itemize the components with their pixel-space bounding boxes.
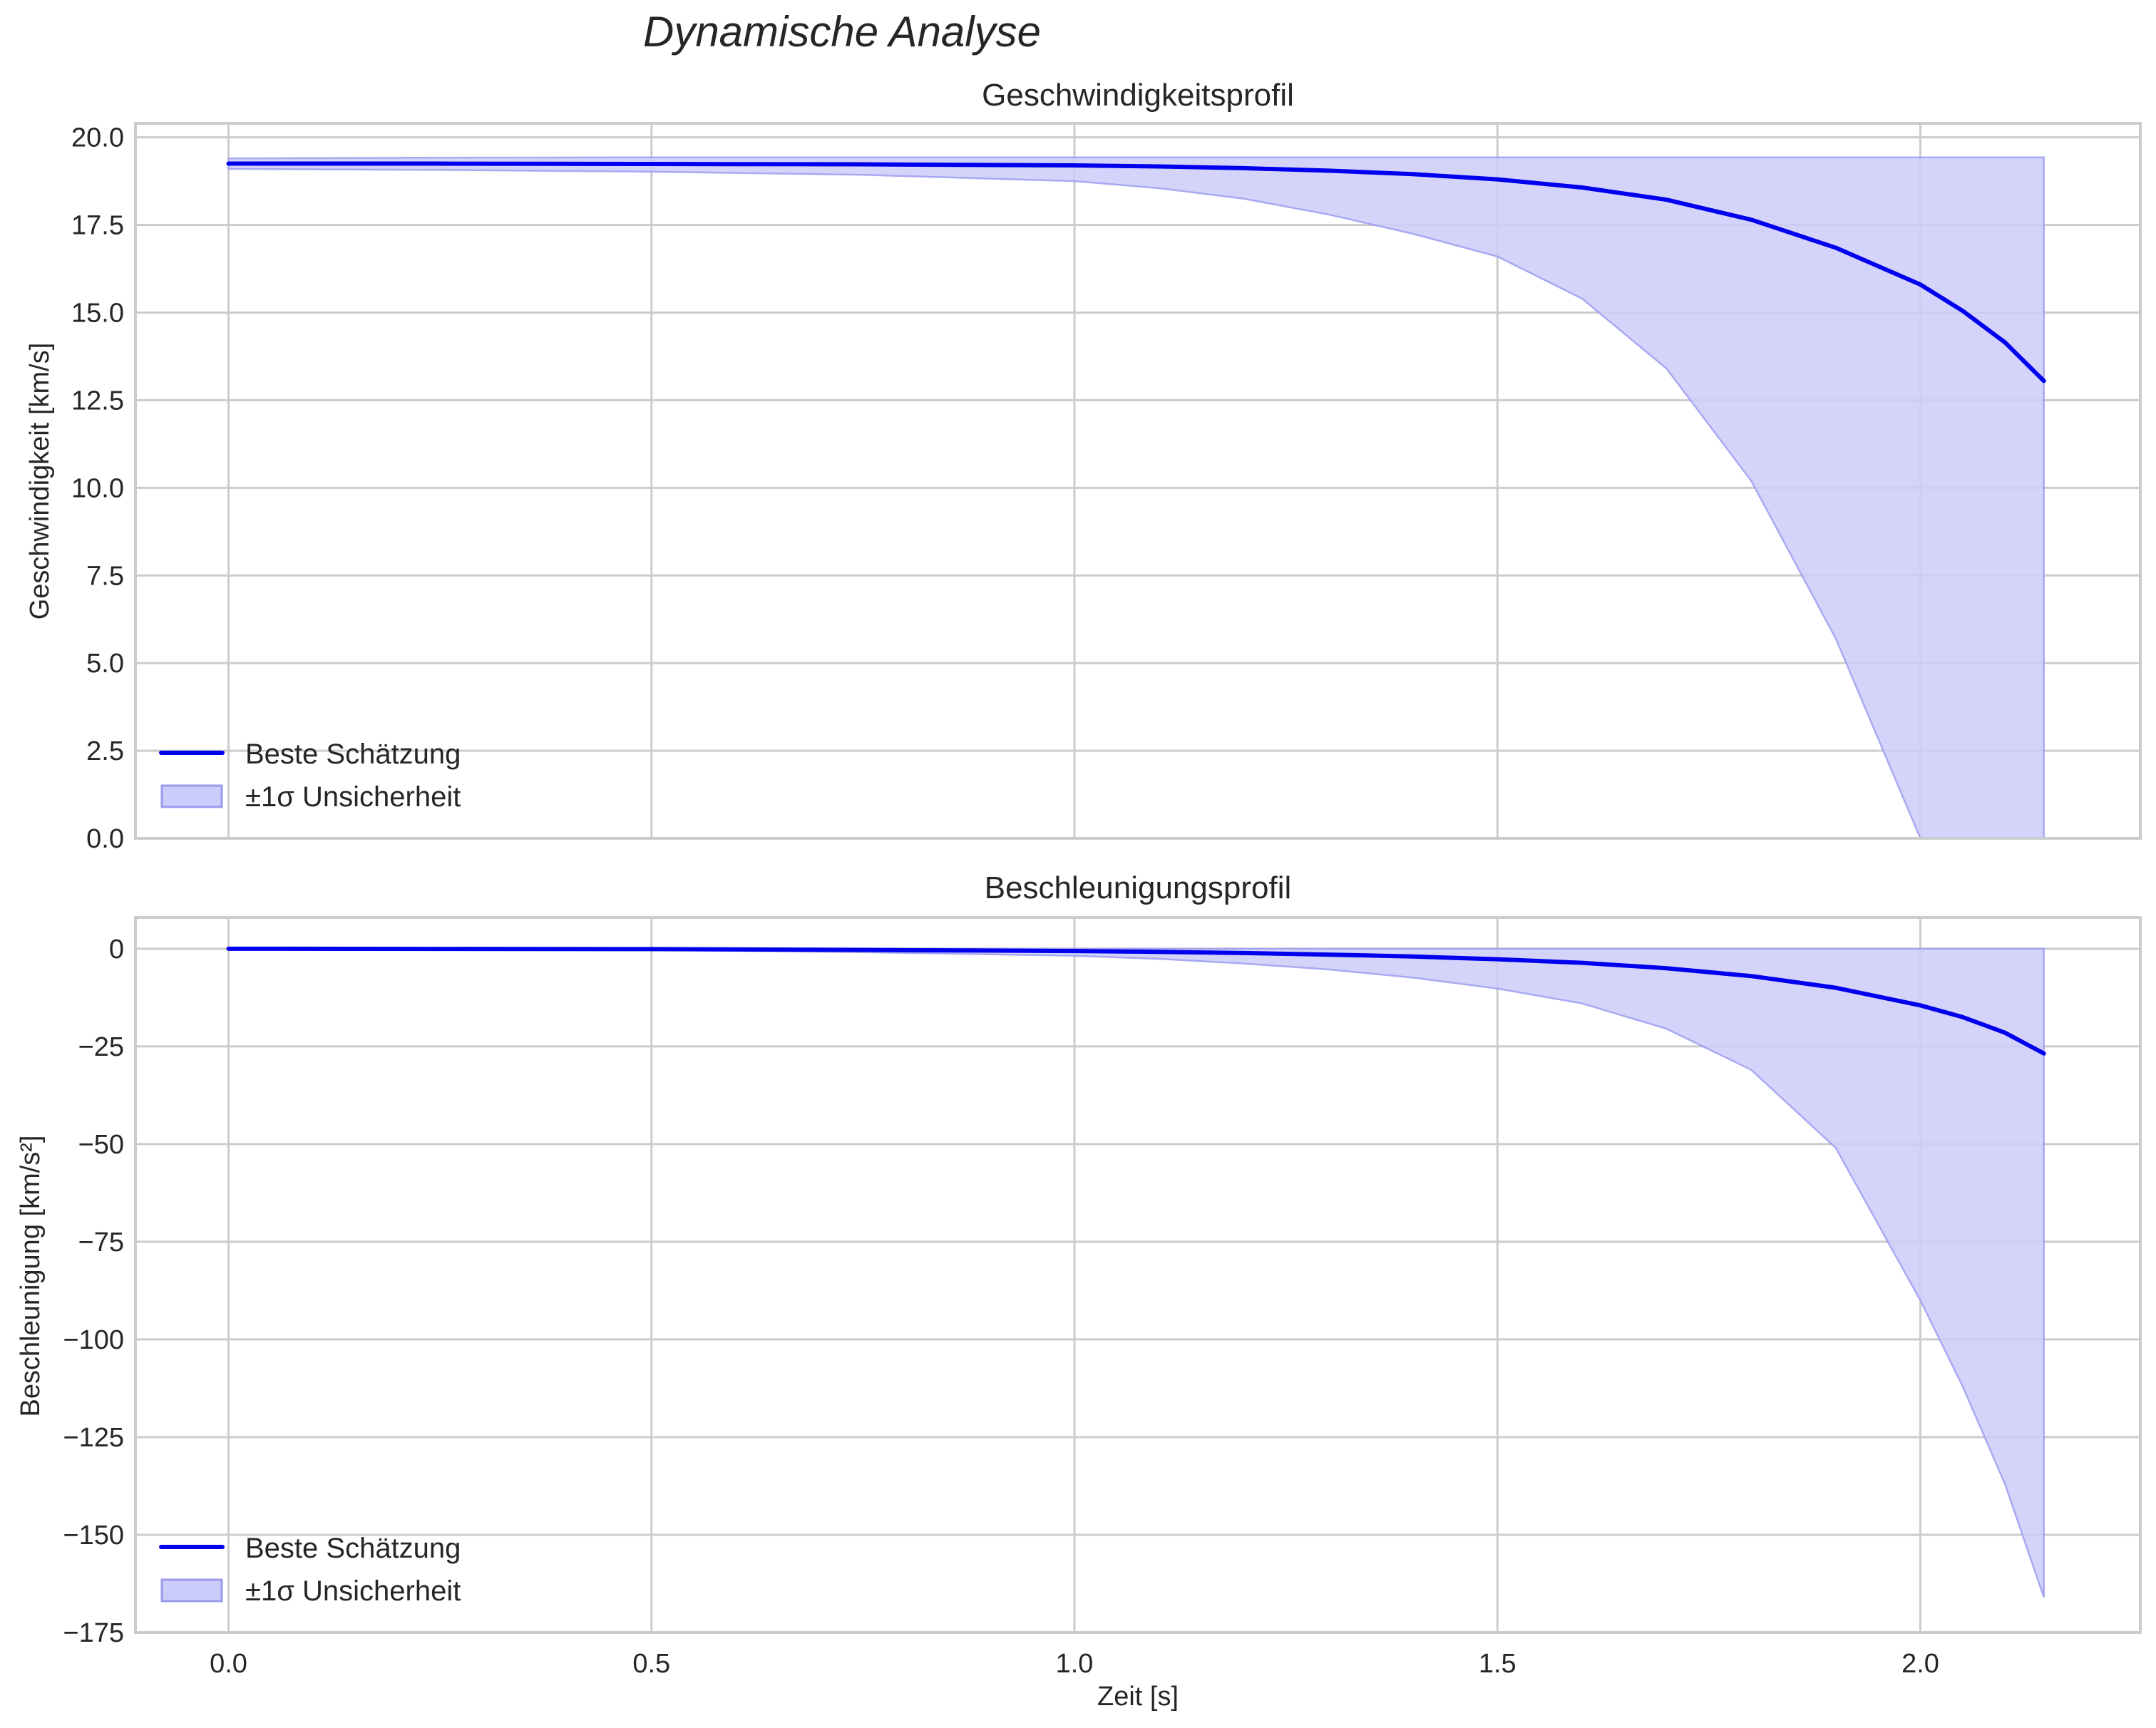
uncertainty-band-area xyxy=(227,156,2045,840)
acceleration-legend-band-label: ±1σ Unsicherheit xyxy=(245,1575,461,1607)
acceleration-y-tick-labels: 0 −25 −50 −75 −100 −125 −150 −175 xyxy=(63,935,124,1648)
velocity-y-axis-label: Geschwindigkeit [km/s] xyxy=(25,343,55,620)
y-tick-label: −50 xyxy=(78,1130,124,1160)
y-tick-label: 15.0 xyxy=(71,299,124,329)
velocity-axes-frame xyxy=(134,122,2142,840)
acceleration-axes-frame xyxy=(134,916,2142,1634)
velocity-axes: Geschwindigkeitsprofil 0.0 2.5 5.0 7.5 10.0 1… xyxy=(25,78,2142,854)
velocity-uncertainty-band xyxy=(227,156,2045,840)
velocity-y-tick-labels: 0.0 2.5 5.0 7.5 10.0 12.5 15.0 17.5 20.0 xyxy=(71,123,124,854)
x-tick-label: 0.0 xyxy=(210,1649,247,1679)
velocity-plot-title: Geschwindigkeitsprofil xyxy=(982,78,1294,113)
figure-suptitle: Dynamische Analyse xyxy=(643,8,1041,56)
velocity-legend: Beste Schätzung ±1σ Unsicherheit xyxy=(159,739,461,813)
acceleration-uncertainty-band xyxy=(228,947,2045,1598)
acceleration-legend: Beste Schätzung ±1σ Unsicherheit xyxy=(159,1533,461,1607)
acceleration-x-tick-labels: 0.0 0.5 1.0 1.5 2.0 xyxy=(210,1649,1939,1679)
x-axis-label: Zeit [s] xyxy=(1097,1682,1179,1712)
acceleration-legend-line-label: Beste Schätzung xyxy=(245,1533,461,1564)
y-tick-label: −150 xyxy=(63,1521,124,1550)
y-tick-label: 5.0 xyxy=(86,649,124,679)
y-tick-label: 20.0 xyxy=(71,123,124,153)
acceleration-y-axis-label: Beschleunigung [km/s²] xyxy=(16,1136,46,1417)
velocity-legend-band-label: ±1σ Unsicherheit xyxy=(245,781,461,813)
velocity-legend-line-label: Beste Schätzung xyxy=(245,739,461,770)
y-tick-label: −25 xyxy=(78,1032,124,1062)
best-estimate-path xyxy=(226,161,2046,384)
y-tick-label: −125 xyxy=(63,1423,124,1453)
legend-band-swatch xyxy=(160,1578,223,1603)
y-tick-label: 2.5 xyxy=(86,736,124,766)
acceleration-best-estimate-line xyxy=(226,946,2046,1056)
y-tick-label: 12.5 xyxy=(71,386,124,416)
x-tick-label: 1.5 xyxy=(1479,1649,1516,1679)
x-tick-label: 0.5 xyxy=(632,1649,670,1679)
y-tick-label: 0.0 xyxy=(86,824,124,854)
y-tick-label: 7.5 xyxy=(86,561,124,591)
x-tick-label: 2.0 xyxy=(1901,1649,1939,1679)
legend-band-swatch xyxy=(160,784,223,808)
best-estimate-path xyxy=(226,946,2046,1056)
acceleration-axes: Beschleunigungsprofil 0 −25 −50 −75 −100 −125… xyxy=(16,870,2142,1712)
y-tick-label: −75 xyxy=(78,1228,124,1258)
velocity-best-estimate-line xyxy=(226,161,2046,384)
acceleration-plot-title: Beschleunigungsprofil xyxy=(985,870,1292,905)
y-tick-label: −175 xyxy=(63,1618,124,1648)
y-tick-label: 17.5 xyxy=(71,211,124,241)
uncertainty-band-area xyxy=(228,947,2045,1598)
y-tick-label: 0 xyxy=(109,935,124,965)
y-tick-label: 10.0 xyxy=(71,473,124,503)
x-tick-label: 1.0 xyxy=(1056,1649,1094,1679)
y-tick-label: −100 xyxy=(63,1325,124,1355)
